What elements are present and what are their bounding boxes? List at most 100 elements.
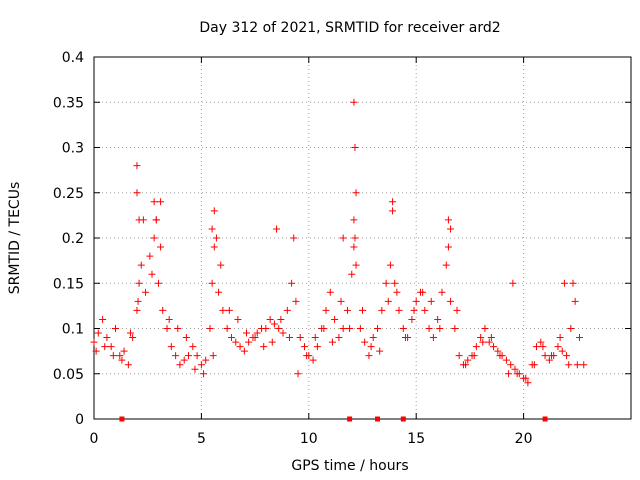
data-point — [442, 261, 450, 269]
data-point — [94, 329, 102, 337]
data-point — [479, 338, 487, 346]
data-point — [142, 288, 150, 296]
data-point — [412, 297, 420, 305]
baseline-marker — [347, 416, 353, 422]
data-point — [202, 356, 210, 364]
data-point — [236, 343, 244, 351]
y-tick-label: 0.15 — [53, 276, 84, 292]
data-point — [565, 361, 573, 369]
data-point — [150, 198, 158, 206]
data-point — [90, 338, 98, 346]
data-point — [157, 243, 165, 251]
data-point — [490, 343, 498, 351]
data-point — [453, 306, 461, 314]
y-axis-label: SRMTID / TECUs — [7, 182, 23, 295]
data-point — [393, 288, 401, 296]
data-point — [539, 343, 547, 351]
data-point — [567, 325, 575, 332]
data-point — [288, 279, 296, 287]
data-point — [496, 352, 504, 360]
data-point — [124, 361, 132, 369]
data-point — [127, 329, 135, 337]
data-point — [99, 315, 107, 323]
data-point — [227, 334, 235, 342]
data-point — [163, 325, 171, 332]
data-point — [129, 334, 137, 342]
data-point — [294, 370, 302, 378]
data-point — [401, 334, 409, 342]
data-point — [391, 279, 399, 287]
data-point — [352, 189, 360, 197]
x-tick-label: 10 — [300, 431, 318, 447]
data-point — [378, 306, 386, 314]
data-point — [217, 261, 225, 269]
data-point — [245, 338, 253, 346]
data-point — [532, 343, 540, 351]
data-point — [436, 325, 444, 332]
data-point — [470, 352, 478, 360]
data-point — [157, 198, 165, 206]
data-point — [277, 315, 285, 323]
baseline-marker — [119, 416, 125, 422]
data-point — [548, 352, 556, 360]
data-point — [367, 343, 375, 351]
data-points — [90, 98, 588, 387]
y-tick-label: 0.25 — [53, 186, 84, 202]
data-point — [118, 356, 126, 364]
data-point — [502, 356, 510, 364]
data-point — [215, 288, 223, 296]
data-point — [191, 365, 199, 373]
data-point — [219, 306, 227, 314]
data-point — [311, 334, 319, 342]
data-point — [146, 252, 154, 260]
y-tick-label: 0.3 — [62, 141, 84, 157]
data-point — [376, 347, 384, 355]
data-point — [541, 352, 549, 360]
data-point — [172, 352, 180, 360]
data-point — [477, 334, 485, 342]
data-point — [193, 352, 201, 360]
data-point — [232, 338, 240, 346]
data-point — [185, 352, 193, 360]
data-point — [389, 198, 397, 206]
data-point — [343, 306, 351, 314]
data-point — [296, 334, 304, 342]
data-point — [563, 352, 571, 360]
data-point — [223, 325, 231, 332]
data-point — [292, 297, 300, 305]
data-point — [159, 306, 167, 314]
x-tick-label: 15 — [407, 431, 425, 447]
data-point — [350, 243, 358, 251]
data-point — [438, 288, 446, 296]
data-point — [167, 343, 175, 351]
data-point — [374, 325, 382, 332]
data-point — [243, 329, 251, 337]
data-point — [395, 306, 403, 314]
data-point — [309, 356, 317, 364]
data-point — [135, 279, 143, 287]
data-point — [575, 334, 583, 342]
data-point — [328, 338, 336, 346]
data-point — [197, 361, 205, 369]
data-point — [182, 334, 190, 342]
data-point — [511, 365, 519, 373]
data-point — [210, 207, 218, 215]
data-point — [351, 234, 359, 242]
data-point — [410, 306, 418, 314]
data-point — [545, 356, 553, 364]
data-point — [285, 334, 293, 342]
data-point — [120, 347, 128, 355]
data-point — [208, 225, 216, 233]
baseline-marker — [375, 416, 381, 422]
data-point — [180, 356, 188, 364]
data-point — [382, 279, 390, 287]
data-point — [350, 98, 358, 106]
data-point — [350, 216, 358, 224]
data-point — [485, 338, 493, 346]
y-tick-label: 0.4 — [62, 50, 84, 66]
data-point — [253, 329, 261, 337]
data-point — [560, 279, 568, 287]
data-point — [275, 325, 283, 332]
data-point — [303, 352, 311, 360]
data-point — [359, 306, 366, 314]
